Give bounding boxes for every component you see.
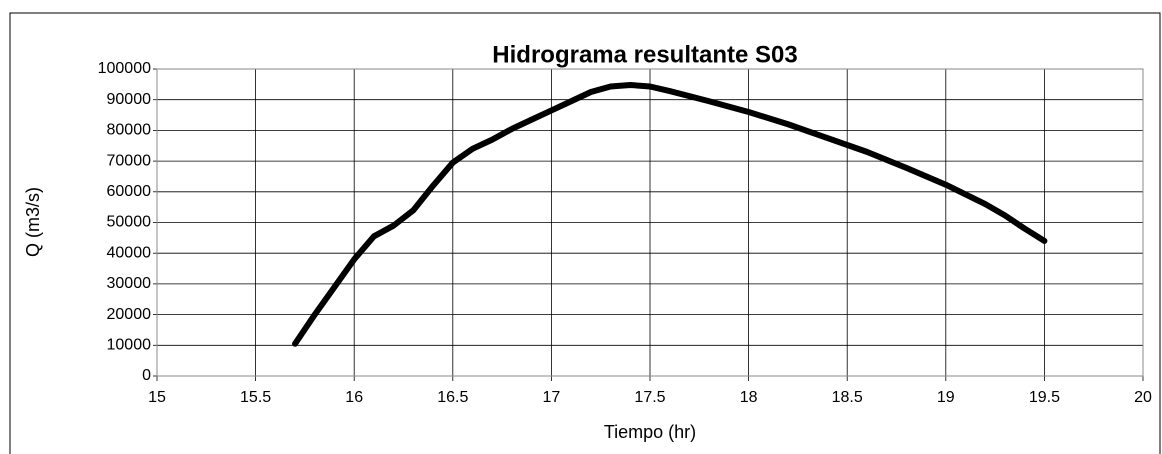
chart-frame [9, 12, 1161, 454]
y-tick-label: 60000 [107, 183, 152, 200]
y-tick-label: 90000 [107, 91, 152, 108]
y-tick-label: 20000 [107, 306, 152, 323]
chart-title: Hidrograma resultante S03 [492, 41, 797, 68]
y-axis-label: Q (m3/s) [23, 187, 43, 257]
x-tick-label: 18 [740, 389, 758, 406]
y-tick-label: 0 [142, 367, 151, 384]
x-tick-label: 17 [543, 389, 561, 406]
y-tick-label: 40000 [107, 244, 152, 261]
y-tick-label: 80000 [107, 122, 152, 139]
x-tick-label: 19 [937, 389, 955, 406]
x-tick-label: 15.5 [240, 389, 271, 406]
x-tick-label: 16 [345, 389, 363, 406]
x-tick-label: 19.5 [1029, 389, 1060, 406]
line-series [292, 81, 1048, 347]
x-tick-label: 18.5 [832, 389, 863, 406]
x-tick-label: 20 [1134, 389, 1152, 406]
plot-area [156, 68, 1144, 377]
y-tick-label: 100000 [98, 60, 151, 77]
x-tick-label: 16.5 [437, 389, 468, 406]
y-tick-label: 70000 [107, 152, 152, 169]
x-tick-label: 17.5 [634, 389, 665, 406]
x-axis-label: Tiempo (hr) [604, 422, 696, 442]
y-tick-label: 10000 [107, 337, 152, 354]
y-tick-label: 50000 [107, 214, 152, 231]
y-tick-label: 30000 [107, 275, 152, 292]
x-tick-label: 15 [148, 389, 166, 406]
